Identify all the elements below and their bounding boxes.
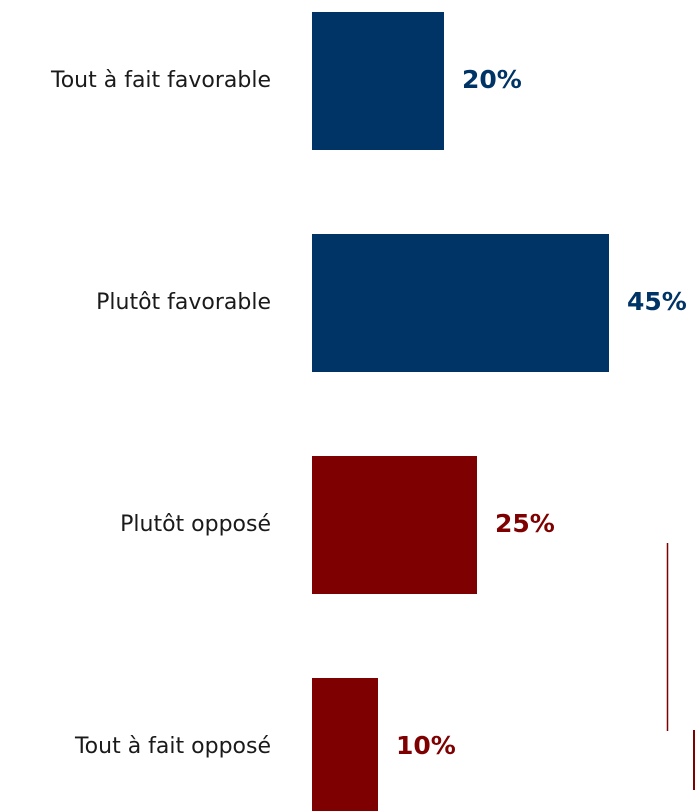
bars-group xyxy=(312,12,609,811)
category-label: Plutôt opposé xyxy=(120,512,271,537)
category-label: Tout à fait favorable xyxy=(50,68,271,93)
bar xyxy=(312,12,444,150)
data-label: 10% xyxy=(396,731,456,760)
bar xyxy=(312,456,477,594)
value-labels-group: 20% 45% 25% 10% xyxy=(396,65,687,760)
data-label: 45% xyxy=(627,287,687,316)
category-label: Plutôt favorable xyxy=(96,290,271,315)
category-labels-group: Tout à fait favorable Plutôt favorable Plu… xyxy=(50,68,271,759)
bar xyxy=(312,234,609,372)
bar xyxy=(312,678,378,811)
data-label: 25% xyxy=(495,509,555,538)
data-label: 20% xyxy=(462,65,522,94)
category-label: Tout à fait opposé xyxy=(74,734,271,759)
decorative-lines-group xyxy=(666,543,695,790)
